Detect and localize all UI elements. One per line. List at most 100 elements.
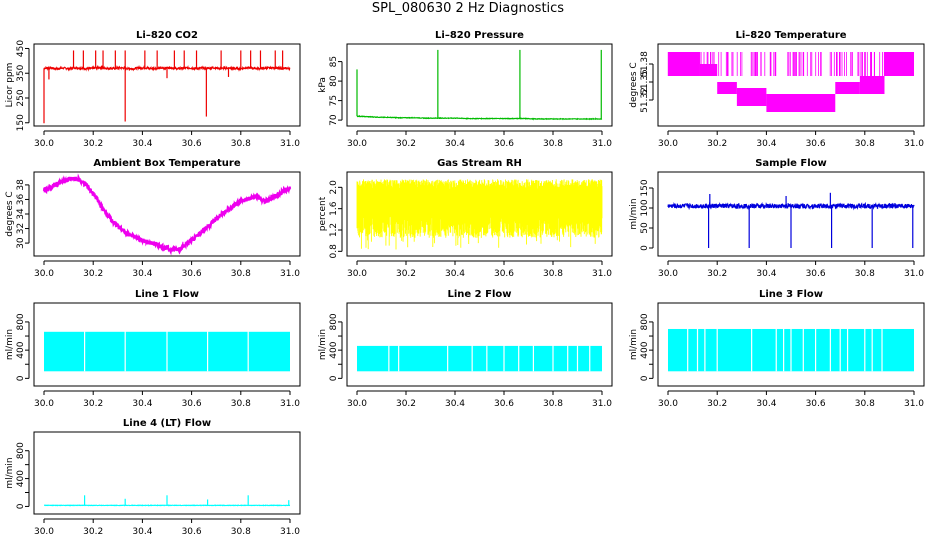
- x-tick-label: 30.8: [543, 399, 563, 409]
- temp-spikes: [667, 52, 913, 76]
- plot-frame: [33, 171, 301, 257]
- plot-frame: [657, 302, 925, 387]
- x-tick-label: 30.4: [756, 399, 776, 409]
- x-tick-label: 30.4: [756, 139, 776, 149]
- y-tick-label: 400: [640, 341, 650, 358]
- y-tick-label: 51.32: [640, 87, 650, 113]
- series-line: [356, 115, 603, 121]
- plot-area: [42, 173, 292, 256]
- x-tick-label: 30.8: [855, 399, 875, 409]
- y-tick-label: 450: [16, 40, 26, 57]
- x-tick-label: 30.6: [182, 399, 202, 409]
- x-tick-label: 30.6: [806, 269, 826, 279]
- y-tick-label: 800: [640, 313, 650, 330]
- y-tick-label: 150: [640, 179, 650, 196]
- y-tick-label: 250: [16, 89, 26, 106]
- plot-frame: [657, 43, 925, 127]
- x-tick-label: 30.2: [83, 399, 103, 409]
- y-axis-label: ml/min: [5, 457, 15, 488]
- plot-frame: [346, 171, 613, 257]
- y-tick-label: 85: [329, 56, 339, 67]
- x-tick-label: 30.2: [396, 139, 416, 149]
- x-tick-label: 30.0: [34, 399, 54, 409]
- y-axis-label: degrees C: [5, 191, 15, 236]
- x-tick-label: 30.4: [132, 527, 152, 537]
- y-axis-label: percent: [318, 196, 328, 231]
- x-tick-label: 30.2: [83, 527, 103, 537]
- x-tick-label: 30.4: [445, 139, 465, 149]
- y-tick-label: 150: [16, 114, 26, 131]
- plot-frame: [33, 43, 301, 127]
- chart-panel: Ambient Box Temperature 30.0 30.2 30.4 30.6 3…: [5, 158, 301, 279]
- x-tick-label: 30.8: [855, 269, 875, 279]
- x-tick-label: 30.2: [396, 269, 416, 279]
- temp-band: [859, 76, 885, 94]
- x-tick-label: 30.8: [231, 269, 251, 279]
- x-tick-label: 30.6: [182, 527, 202, 537]
- series-line: [356, 179, 603, 250]
- series-line: [42, 173, 292, 256]
- panel-title: Li–820 Temperature: [735, 30, 846, 41]
- y-tick-label: 50: [640, 222, 650, 234]
- y-tick-label: 350: [16, 64, 26, 81]
- panel-title: Li–820 CO2: [136, 30, 198, 41]
- chart-panel: Line 4 (LT) Flow 30.0 30.2 30.4 30.6 30.8 31.0…: [5, 418, 301, 537]
- y-tick-label: 70: [329, 114, 339, 126]
- y-tick-label: 800: [16, 442, 26, 459]
- y-axis-label: ml/min: [318, 329, 328, 360]
- y-tick-label: 51.38: [640, 51, 650, 77]
- x-tick-label: 30.8: [231, 527, 251, 537]
- plot-area: [43, 50, 291, 124]
- x-tick-label: 30.4: [132, 139, 152, 149]
- y-tick-label: 34: [16, 208, 26, 220]
- x-tick-label: 30.6: [182, 139, 202, 149]
- x-tick-label: 30.6: [806, 139, 826, 149]
- panel-title: Li–820 Pressure: [435, 30, 524, 41]
- x-tick-label: 30.2: [396, 399, 416, 409]
- y-tick-label: 400: [16, 470, 26, 487]
- chart-panel: Sample Flow 30.0 30.2 30.4 30.6 30.8 31.0 0 50 10…: [629, 158, 925, 279]
- panel-title: Ambient Box Temperature: [93, 158, 240, 169]
- y-tick-label: 51.35: [640, 69, 650, 95]
- chart-panel: Line 1 Flow 30.0 30.2 30.4 30.6 30.8 31.0 0 400 8…: [5, 289, 301, 409]
- y-tick-label: 0.8: [329, 244, 339, 259]
- x-tick-label: 30.2: [707, 269, 727, 279]
- y-tick-label: 30: [16, 237, 26, 249]
- x-tick-label: 30.0: [347, 399, 367, 409]
- y-tick-label: 2.0: [329, 180, 339, 195]
- y-tick-label: 75: [329, 95, 339, 106]
- chart-panel: Li–820 Temperature 30.0 30.2 30.4 30.6 30.8 31…: [629, 30, 925, 149]
- x-tick-label: 30.8: [231, 139, 251, 149]
- y-tick-label: 36: [16, 193, 26, 205]
- x-tick-label: 30.2: [83, 269, 103, 279]
- x-tick-label: 31.0: [280, 527, 300, 537]
- series-line: [43, 64, 291, 72]
- plot-area: [356, 179, 603, 250]
- temp-band: [717, 82, 737, 94]
- x-tick-label: 30.0: [34, 527, 54, 537]
- x-tick-label: 30.0: [347, 269, 367, 279]
- panel-title: Line 4 (LT) Flow: [123, 418, 211, 429]
- chart-panel: Line 3 Flow 30.0 30.2 30.4 30.6 30.8 31.0 0 400 8…: [629, 289, 925, 409]
- chart-panel: Gas Stream RH 30.0 30.2 30.4 30.6 30.8 31.0 0.8…: [318, 158, 613, 279]
- x-tick-label: 31.0: [904, 399, 924, 409]
- x-tick-label: 30.2: [83, 139, 103, 149]
- x-tick-label: 30.0: [34, 269, 54, 279]
- temp-band: [766, 94, 836, 112]
- x-tick-label: 31.0: [280, 399, 300, 409]
- plot-area: [357, 344, 602, 372]
- plot-area: [667, 192, 915, 248]
- x-tick-label: 31.0: [592, 399, 612, 409]
- panel-title: Sample Flow: [755, 158, 827, 169]
- x-tick-label: 30.4: [445, 399, 465, 409]
- x-tick-label: 30.6: [806, 399, 826, 409]
- x-tick-label: 30.8: [855, 139, 875, 149]
- plot-frame: [657, 171, 925, 257]
- figure-title: SPL_080630 2 Hz Diagnostics: [371, 1, 565, 16]
- y-tick-label: 32: [16, 223, 26, 234]
- y-tick-label: 0: [640, 375, 650, 381]
- x-tick-label: 31.0: [592, 139, 612, 149]
- y-tick-label: 38: [16, 179, 26, 191]
- y-tick-label: 0: [16, 503, 26, 509]
